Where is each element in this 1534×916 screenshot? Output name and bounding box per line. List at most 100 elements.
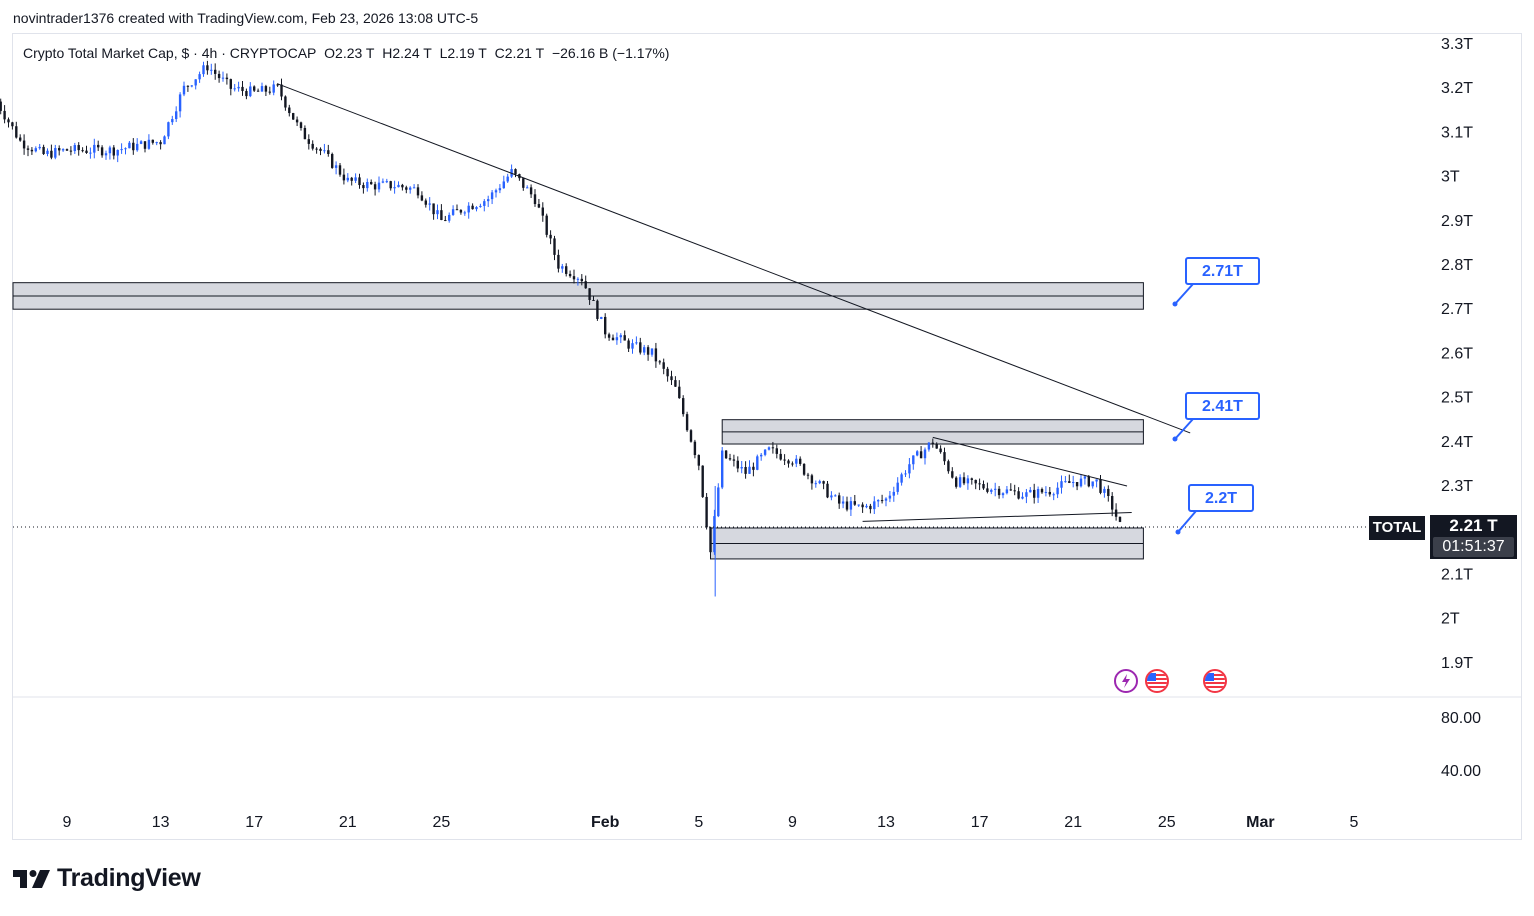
candle	[256, 88, 260, 92]
candle	[588, 288, 591, 305]
candle	[253, 85, 256, 92]
candle	[1111, 492, 1114, 517]
candle	[611, 334, 615, 341]
candle	[572, 269, 576, 284]
candle	[22, 134, 26, 155]
candle	[299, 121, 303, 131]
candle	[912, 455, 915, 470]
candle	[178, 92, 182, 118]
candle	[795, 455, 798, 468]
us-flag-event-icon[interactable]	[1145, 669, 1169, 693]
candle	[557, 249, 560, 273]
candle	[366, 178, 369, 192]
candle	[869, 503, 872, 514]
candle	[132, 138, 135, 155]
symbol-legend[interactable]: Crypto Total Market Cap, $ · 4h · CRYPTO…	[23, 45, 670, 61]
candle	[26, 145, 30, 157]
candle	[38, 143, 41, 150]
candle	[327, 144, 330, 157]
callout-2-41t[interactable]: 2.41T	[1185, 392, 1260, 420]
candle	[896, 477, 899, 495]
candle	[373, 181, 377, 196]
candle	[771, 441, 775, 454]
candle	[970, 477, 973, 485]
candle	[385, 178, 388, 184]
candle	[1072, 475, 1075, 488]
candle	[748, 460, 751, 474]
time-axis-label: 25	[433, 814, 451, 831]
candle	[1025, 488, 1028, 504]
candle	[249, 82, 252, 98]
candle	[853, 494, 856, 506]
candle	[34, 146, 37, 153]
candle	[506, 173, 509, 183]
candle	[674, 376, 677, 387]
candle	[693, 439, 697, 459]
candle	[350, 176, 353, 186]
time-axis-label: 13	[152, 814, 170, 831]
lightning-event-icon[interactable]	[1114, 669, 1138, 693]
candle	[186, 85, 190, 92]
candle	[736, 456, 739, 473]
candle	[1118, 516, 1122, 523]
indicator-axis[interactable]: 80.00 40.00	[1441, 710, 1481, 780]
candle	[958, 474, 962, 488]
candle	[1079, 474, 1083, 488]
price-axis[interactable]: 3.3T 3.2T 3.1T 3T 2.9T 2.8T 2.7T 2.6T 2.5T 2.4T 2.…	[1441, 36, 1473, 672]
candle	[740, 461, 743, 474]
candle	[331, 152, 334, 169]
callout-pointer	[1174, 283, 1194, 305]
candle	[214, 63, 217, 80]
candle	[1087, 474, 1090, 488]
candle	[358, 173, 361, 189]
candle	[724, 450, 728, 460]
candle	[732, 454, 736, 467]
candle	[763, 449, 767, 457]
tradingview-logo[interactable]: TradingView	[13, 864, 201, 893]
candle	[440, 204, 443, 221]
candle	[420, 191, 424, 202]
candle	[182, 81, 186, 97]
time-axis-label: 5	[1350, 814, 1359, 831]
time-axis[interactable]: 9 13 17 21 25 Feb 5 9 13 17 21 25 Mar 5	[63, 814, 1359, 831]
candle	[1056, 482, 1059, 499]
candle	[1052, 492, 1055, 501]
symbol-name[interactable]: Crypto Total Market Cap, $	[23, 45, 190, 61]
candle	[260, 82, 264, 92]
interval[interactable]: 4h	[201, 45, 218, 61]
symbol-price-label: TOTAL	[1369, 516, 1425, 540]
candle	[120, 143, 123, 154]
candle	[982, 480, 985, 490]
candle	[514, 168, 517, 178]
candle	[233, 84, 236, 92]
candle	[389, 180, 392, 191]
candle	[338, 162, 342, 177]
callout-2-2t[interactable]: 2.2T	[1188, 484, 1254, 512]
candle	[830, 491, 833, 501]
candle	[904, 470, 907, 478]
candle	[490, 190, 494, 205]
candle	[89, 147, 92, 159]
us-flag-event-icon[interactable]	[1203, 669, 1227, 693]
price-axis-label: 2.1T	[1441, 566, 1473, 583]
candle	[826, 480, 829, 499]
candle	[50, 144, 53, 160]
candle	[701, 465, 704, 499]
trendline[interactable]	[932, 436, 1128, 487]
trendline[interactable]	[277, 83, 1191, 434]
callout-2-71t[interactable]: 2.71T	[1185, 257, 1260, 285]
candle	[767, 446, 771, 451]
candle	[147, 134, 151, 150]
candle	[487, 195, 490, 208]
candle	[1033, 483, 1036, 504]
candle	[292, 112, 295, 120]
trendline[interactable]	[862, 512, 1132, 522]
price-axis-label: 2.5T	[1441, 390, 1473, 407]
candle	[631, 339, 634, 354]
candle	[1091, 481, 1094, 489]
candle	[342, 168, 346, 185]
candle	[592, 295, 595, 301]
candle	[19, 134, 22, 142]
candle	[997, 486, 1001, 499]
